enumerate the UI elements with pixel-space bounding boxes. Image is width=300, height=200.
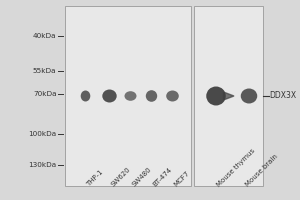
Text: 40kDa: 40kDa: [33, 33, 56, 39]
Text: SW620: SW620: [110, 166, 131, 188]
Text: Mouse brain: Mouse brain: [244, 153, 279, 188]
Polygon shape: [224, 92, 234, 100]
Text: 55kDa: 55kDa: [33, 68, 56, 74]
Ellipse shape: [81, 90, 90, 102]
Text: 70kDa: 70kDa: [33, 91, 56, 97]
Text: SW480: SW480: [130, 166, 152, 188]
Text: THP-1: THP-1: [85, 169, 104, 188]
Bar: [194, 6, 262, 186]
Bar: [64, 6, 190, 186]
Ellipse shape: [102, 90, 117, 102]
Text: 100kDa: 100kDa: [28, 131, 56, 137]
Text: MCF7: MCF7: [172, 170, 190, 188]
Ellipse shape: [146, 90, 157, 102]
Ellipse shape: [166, 90, 179, 102]
Ellipse shape: [206, 86, 226, 106]
Text: BT-474: BT-474: [152, 167, 173, 188]
Text: Mouse thymus: Mouse thymus: [216, 148, 256, 188]
Ellipse shape: [241, 88, 257, 104]
Ellipse shape: [124, 91, 136, 101]
Text: DDX3X: DDX3X: [269, 92, 296, 100]
Text: 130kDa: 130kDa: [28, 162, 56, 168]
